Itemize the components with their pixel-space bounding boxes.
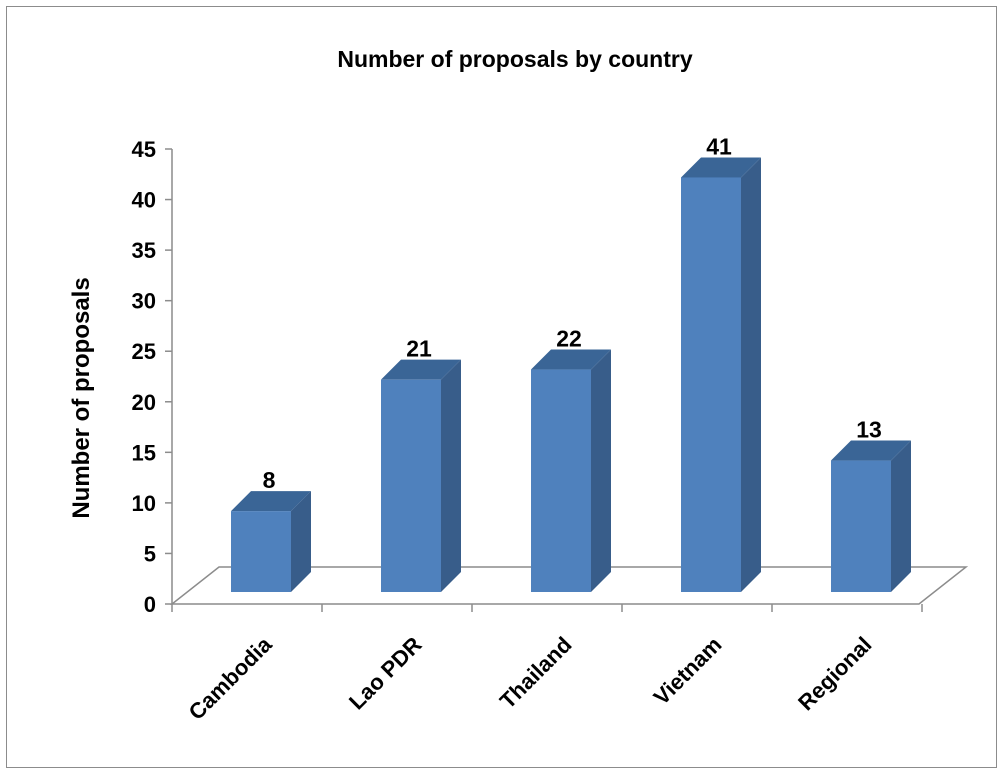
y-axis-label: Number of proposals: [68, 277, 95, 518]
data-label: 41: [706, 133, 732, 159]
y-tick-label: 15: [132, 440, 156, 465]
y-tick-label: 40: [132, 188, 156, 213]
bars: 8 21 22 41 13: [231, 133, 911, 592]
bar-front: [681, 177, 741, 592]
bar-front: [531, 369, 591, 592]
bar: 21: [381, 336, 461, 592]
bar: 22: [531, 326, 611, 592]
x-tick-label: Cambodia: [184, 631, 277, 724]
y-tick-label: 35: [132, 238, 156, 263]
bar: 8: [231, 467, 311, 592]
bar-side: [591, 349, 611, 592]
bar-top: [531, 349, 611, 370]
bar-front: [231, 511, 291, 592]
data-label: 21: [406, 336, 432, 362]
x-tick-label: Regional: [793, 632, 876, 715]
bar-side: [441, 359, 461, 592]
bar-top: [831, 440, 911, 461]
bar-top: [231, 491, 311, 512]
bar: 13: [831, 417, 911, 592]
x-tick-label: Lao PDR: [344, 632, 427, 715]
x-tick-label: Thailand: [495, 632, 577, 714]
y-tick-label: 25: [132, 339, 156, 364]
y-tick-label: 20: [132, 390, 156, 415]
chart-frame: [6, 6, 997, 768]
x-tick-label: Vietnam: [649, 632, 727, 710]
bar-top: [381, 359, 461, 380]
x-axis-labels: Cambodia Lao PDR Thailand Vietnam Regional: [171, 604, 923, 725]
bar-side: [891, 440, 911, 592]
bar-top: [681, 157, 761, 178]
bar: 41: [681, 133, 761, 592]
bar-front: [831, 460, 891, 592]
y-tick-label: 5: [144, 541, 156, 566]
data-label: 22: [556, 326, 582, 352]
data-label: 8: [263, 467, 276, 493]
bar-side: [741, 157, 761, 592]
y-tick-label: 10: [132, 491, 156, 516]
y-axis: 0 5 10 15 20 25 30 35 40 45: [132, 137, 173, 617]
y-tick-label: 0: [144, 592, 156, 617]
bar-front: [381, 379, 441, 592]
y-tick-label: 30: [132, 289, 156, 314]
bar-side: [291, 491, 311, 592]
y-tick-label: 45: [132, 137, 156, 162]
chart-title: Number of proposals by country: [337, 46, 692, 72]
data-label: 13: [856, 417, 882, 443]
